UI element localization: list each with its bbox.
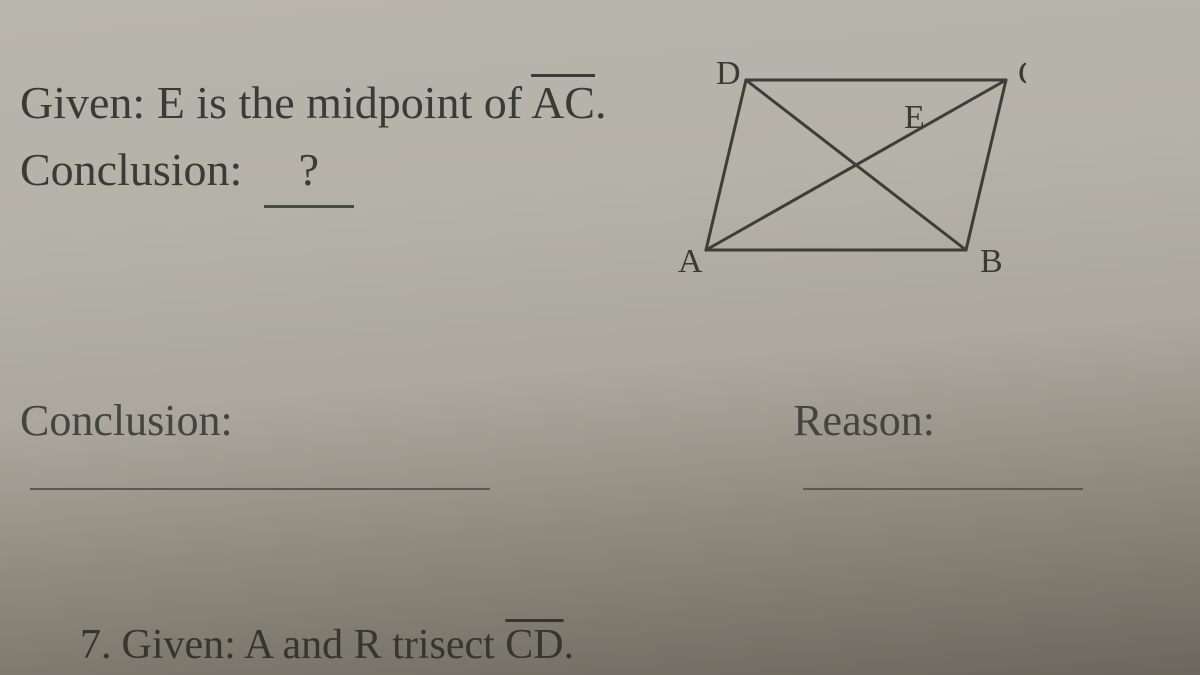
conclusion-label-2: Conclusion:	[20, 396, 233, 445]
svg-text:B: B	[980, 243, 1003, 280]
answer-row: Conclusion: Reason:	[20, 395, 1200, 501]
p7-given-segment: CD	[505, 622, 563, 668]
svg-text:A: A	[678, 243, 703, 280]
parallelogram-diagram: A B C D E	[666, 50, 1026, 295]
given-prefix: Given: E is the midpoint of	[20, 77, 531, 128]
conclusion-long-blank[interactable]	[30, 446, 490, 490]
svg-text:E: E	[904, 99, 925, 136]
reason-field: Reason:	[793, 395, 1200, 501]
problem-7-row: 7.Given: A and R trisect CD. Conclusion:…	[20, 621, 1200, 675]
diagram-svg: A B C D E	[666, 50, 1026, 290]
conclusion-line: Conclusion: ?	[20, 137, 606, 209]
problem-6-row: Given: E is the midpoint of AC. Conclusi…	[20, 70, 1200, 295]
problem-6-text: Given: E is the midpoint of AC. Conclusi…	[20, 70, 606, 208]
given-suffix: .	[595, 77, 607, 128]
problem-7-given: 7.Given: A and R trisect CD.	[80, 621, 1200, 669]
given-segment: AC	[531, 77, 595, 128]
problem-7-number: 7.	[80, 622, 112, 668]
conclusion-blank[interactable]: ?	[264, 137, 354, 209]
p7-given-prefix: Given: A and R trisect	[122, 622, 506, 668]
reason-label: Reason:	[793, 396, 935, 445]
conclusion-label: Conclusion:	[20, 144, 242, 195]
conclusion-field: Conclusion:	[20, 395, 663, 501]
p7-given-suffix: .	[564, 622, 575, 668]
reason-long-blank[interactable]	[803, 446, 1083, 490]
svg-text:D: D	[716, 55, 741, 92]
given-line: Given: E is the midpoint of AC.	[20, 70, 606, 137]
svg-text:C: C	[1018, 55, 1026, 92]
